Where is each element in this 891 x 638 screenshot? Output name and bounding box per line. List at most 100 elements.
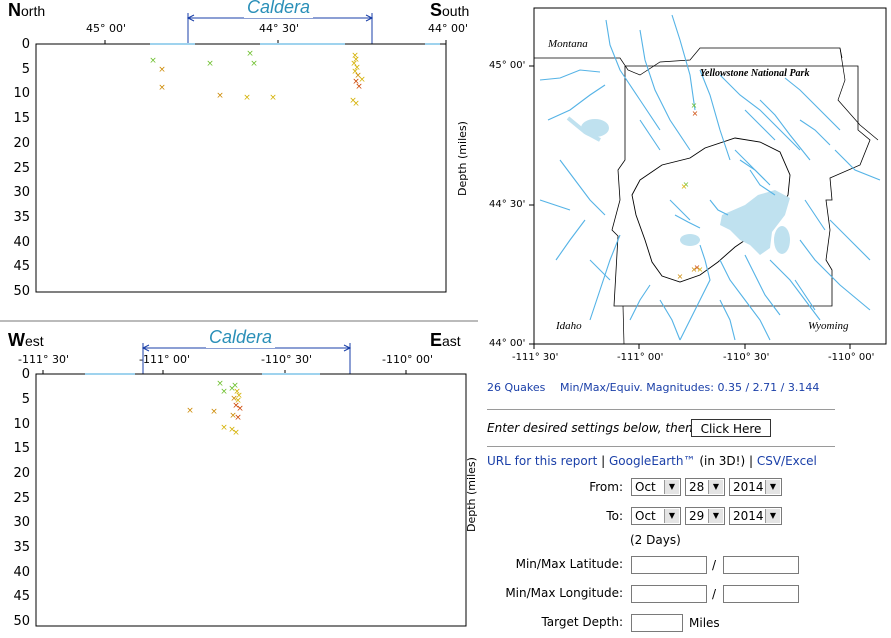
quake-marker: × [228, 384, 236, 394]
map-lat-tick: 45° 00' [489, 60, 526, 71]
quake-marker: × [349, 96, 357, 106]
quake-marker: × [352, 99, 360, 109]
ns-y-tick: 20 [13, 136, 30, 151]
ns-y-tick: 0 [21, 37, 30, 52]
yellowstone-lake [720, 190, 790, 255]
chevron-down-icon: ▼ [765, 480, 780, 494]
quake-marker: × [231, 381, 239, 391]
quake-marker: × [677, 272, 684, 281]
map-lon-tick: -110° 00' [828, 352, 875, 363]
quake-marker: × [149, 56, 157, 66]
google-earth-suffix: (in 3D!) [699, 454, 746, 468]
we-y-tick: 10 [13, 417, 30, 432]
target-depth-input[interactable] [631, 614, 683, 632]
quake-marker: × [235, 391, 243, 401]
quake-marker: × [186, 406, 194, 416]
chevron-down-icon: ▼ [708, 509, 723, 523]
divider [487, 446, 835, 447]
quake-marker: × [228, 425, 236, 435]
quake-marker: × [232, 401, 240, 411]
quake-marker: × [158, 65, 166, 75]
ns-y-tick: 30 [13, 185, 30, 200]
url-report-link[interactable]: URL for this report [487, 454, 598, 468]
quake-marker: × [352, 55, 360, 65]
min-latitude-input[interactable] [631, 556, 707, 574]
we-y-tick: 20 [13, 466, 30, 481]
ns-y-tick: 25 [13, 161, 30, 176]
longitude-label: Min/Max Longitude: [505, 586, 623, 600]
to-month-select[interactable]: Oct ▼ [631, 507, 681, 525]
quake-marker: × [351, 51, 359, 61]
slash-separator: / [712, 587, 717, 601]
we-x-tick: -111° 30' [18, 353, 69, 366]
duration-text: (2 Days) [630, 533, 681, 547]
quake-marker: × [351, 67, 359, 77]
from-year-select[interactable]: 2014 ▼ [729, 478, 782, 496]
quake-marker: × [683, 180, 690, 189]
we-plot-frame [35, 373, 467, 627]
quake-marker: × [681, 182, 688, 191]
ns-x-tick: 45° 00' [86, 22, 127, 35]
map-lat-tick: 44° 30' [489, 199, 526, 210]
north-label: North [8, 0, 46, 20]
quake-marker: × [691, 265, 698, 274]
from-day-select[interactable]: 28 ▼ [685, 478, 725, 496]
max-longitude-input[interactable] [723, 585, 799, 603]
we-x-tick: -111° 00' [139, 353, 190, 366]
chevron-down-icon: ▼ [664, 509, 679, 523]
quake-marker: × [691, 101, 698, 110]
we-y-tick: 15 [13, 441, 30, 456]
chevron-down-icon: ▼ [765, 509, 780, 523]
to-year-select[interactable]: 2014 ▼ [729, 507, 782, 525]
ns-plot-frame [35, 43, 447, 293]
min-longitude-input[interactable] [631, 585, 707, 603]
ns-y-tick: 15 [13, 111, 30, 126]
quake-marker: × [158, 83, 166, 93]
target-depth-label: Target Depth: [541, 615, 623, 629]
csv-excel-link[interactable]: CSV/Excel [756, 454, 817, 468]
magnitudes-summary: Min/Max/Equiv. Magnitudes: 0.35 / 2.71 /… [560, 381, 820, 394]
quake-marker: × [220, 387, 228, 397]
quake-marker: × [234, 413, 242, 423]
report-links: URL for this report | GoogleEarth™ (in 3… [487, 454, 817, 468]
we-caldera-label: Caldera [206, 327, 276, 348]
max-latitude-input[interactable] [723, 556, 799, 574]
we-y-tick: 5 [21, 392, 30, 407]
we-y-tick: 0 [21, 367, 30, 382]
park-boundary [611, 65, 871, 307]
south-label: South [430, 0, 470, 20]
quake-marker: × [246, 49, 254, 59]
quake-marker: × [694, 263, 701, 272]
we-y-tick: 25 [13, 491, 30, 506]
from-label: From: [589, 480, 623, 494]
map-lat-tick: 44° 00' [489, 338, 526, 349]
ns-y-tick: 5 [21, 62, 30, 77]
ns-caldera-bracket [186, 13, 374, 44]
ns-x-tick: 44° 30' [259, 22, 300, 35]
quake-marker: × [355, 82, 363, 92]
divider [487, 409, 835, 410]
quake-marker: × [216, 379, 224, 389]
quake-marker: × [350, 59, 358, 69]
latitude-label: Min/Max Latitude: [515, 557, 623, 571]
east-label: East [430, 330, 461, 350]
ns-y-tick: 35 [13, 210, 30, 225]
map-lon-tick: -111° 00' [617, 352, 664, 363]
quake-marker: × [697, 265, 704, 274]
to-day-select[interactable]: 29 ▼ [685, 507, 725, 525]
we-y-tick: 50 [13, 614, 30, 629]
instruction-text: Enter desired settings below, then [487, 421, 693, 435]
we-x-tick: -110° 30' [261, 353, 312, 366]
wyoming-label: Wyoming [808, 320, 849, 332]
quake-marker: × [229, 411, 237, 421]
click-here-button[interactable]: Click Here [691, 419, 771, 437]
chevron-down-icon: ▼ [708, 480, 723, 494]
we-y-tick: 30 [13, 515, 30, 530]
quake-marker: × [206, 59, 214, 69]
google-earth-link[interactable]: GoogleEarth™ [609, 454, 696, 468]
quake-marker: × [269, 93, 277, 103]
quake-marker: × [233, 387, 241, 397]
from-month-select[interactable]: Oct ▼ [631, 478, 681, 496]
